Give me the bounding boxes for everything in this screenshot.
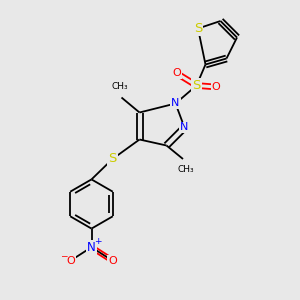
Text: O: O bbox=[66, 256, 75, 266]
Text: S: S bbox=[108, 152, 117, 166]
Text: O: O bbox=[172, 68, 182, 79]
Text: N: N bbox=[171, 98, 180, 109]
Text: +: + bbox=[94, 237, 102, 246]
Text: S: S bbox=[194, 22, 202, 35]
Text: −: − bbox=[60, 251, 68, 260]
Text: S: S bbox=[192, 79, 201, 92]
Text: N: N bbox=[180, 122, 189, 133]
Text: CH₃: CH₃ bbox=[112, 82, 128, 91]
Text: CH₃: CH₃ bbox=[178, 165, 194, 174]
Text: O: O bbox=[212, 82, 220, 92]
Text: N: N bbox=[87, 241, 96, 254]
Text: O: O bbox=[108, 256, 117, 266]
